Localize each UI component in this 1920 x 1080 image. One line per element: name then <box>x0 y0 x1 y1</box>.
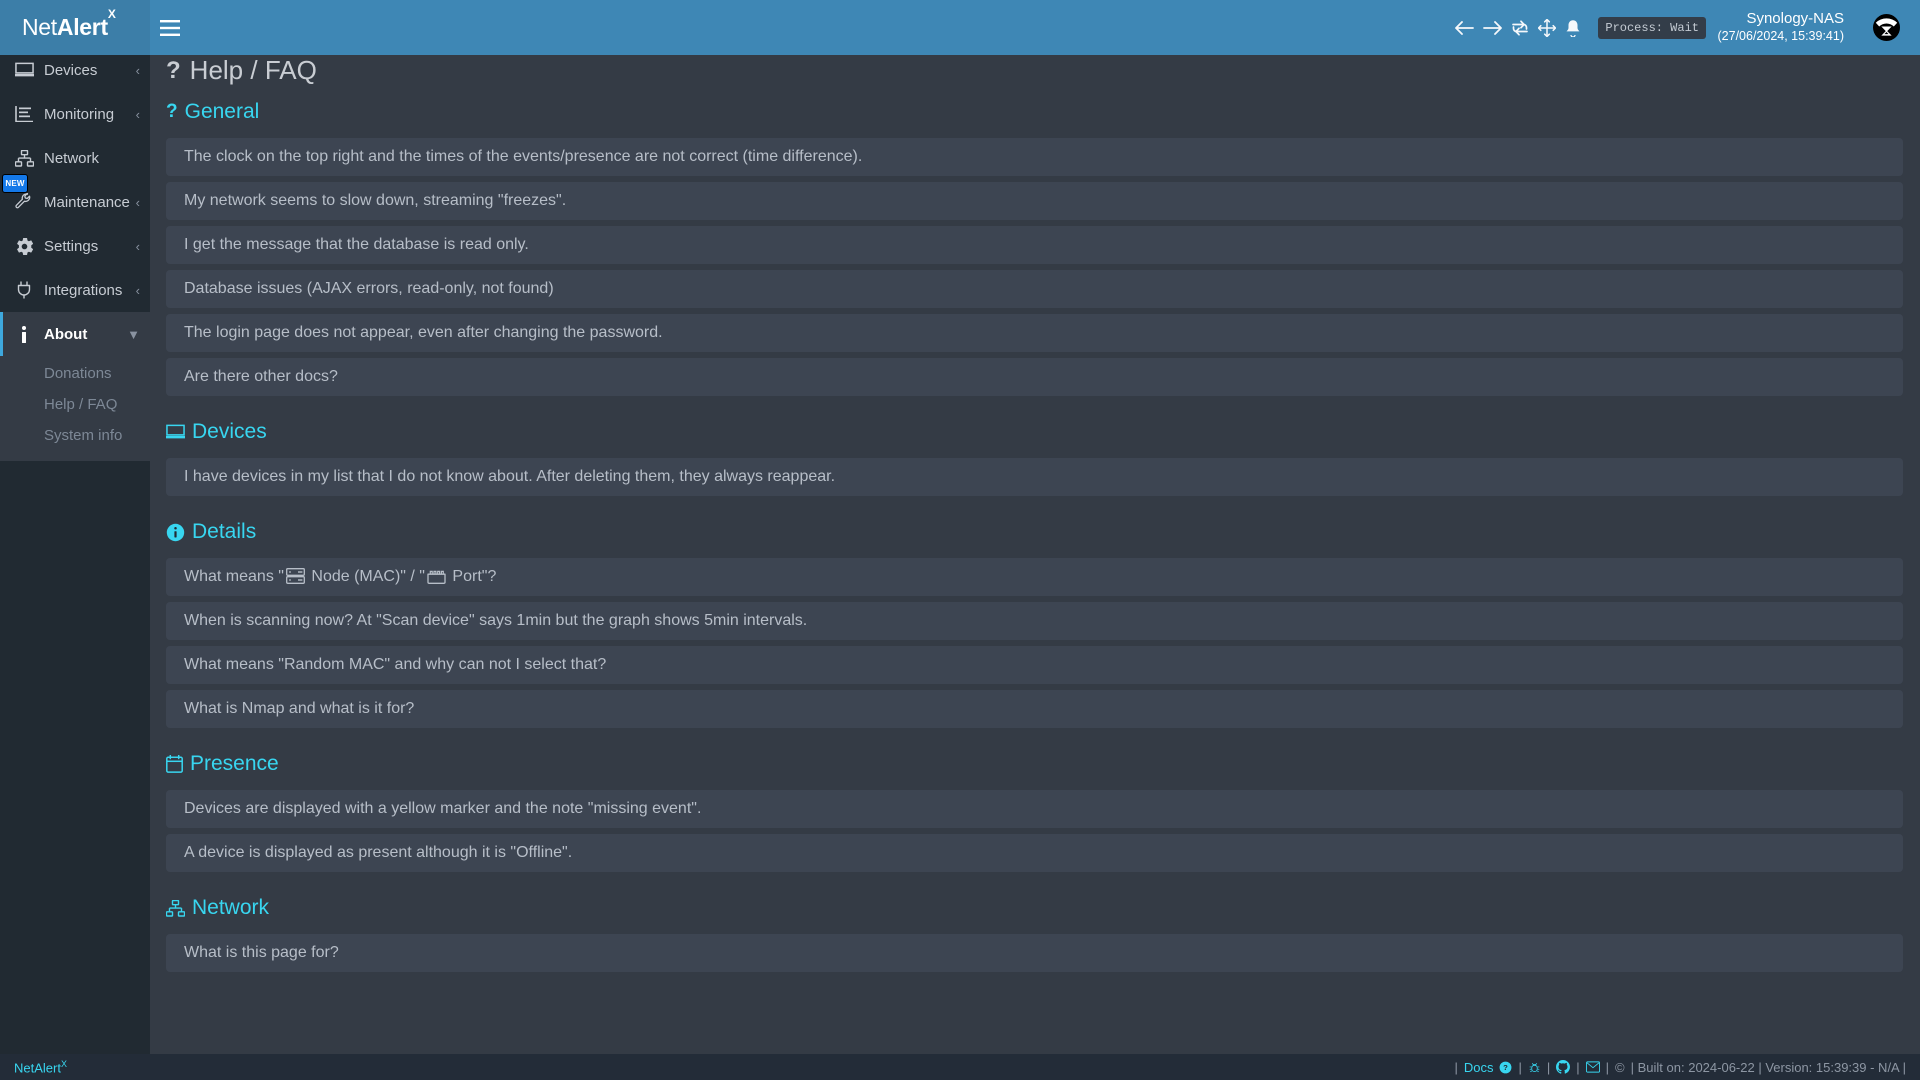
svg-text:?: ? <box>1504 1063 1509 1072</box>
